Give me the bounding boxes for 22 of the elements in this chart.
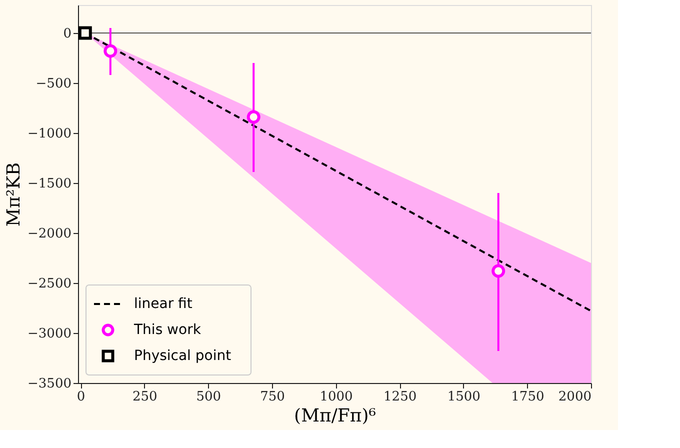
legend-label: linear fit (134, 296, 193, 312)
x-axis-title: (Mπ/Fπ)⁶ (294, 406, 376, 426)
x-tick-label: 1250 (384, 390, 417, 404)
x-tick-label: 250 (132, 390, 158, 404)
x-tick-label: 0 (76, 390, 86, 404)
y-axis-title: Mπ²KB (4, 162, 25, 227)
legend-label: Physical point (134, 348, 232, 364)
y-tick-label: −2500 (28, 276, 72, 292)
y-tick-label: −3500 (28, 376, 72, 392)
y-tick-label: −2000 (28, 226, 72, 242)
x-tick-label: 1500 (447, 390, 480, 404)
y-tick-label: −3000 (28, 326, 72, 342)
y-tick-label: 0 (63, 26, 72, 42)
y-tick-label: −500 (36, 76, 72, 92)
x-tick-label: 2000 (558, 390, 592, 404)
x-tick-label: 1750 (511, 390, 544, 404)
x-tick-label: 750 (260, 390, 285, 404)
legend-label: This work (133, 322, 202, 338)
x-tick-label: 1000 (320, 390, 353, 404)
x-tick-label: 500 (196, 390, 222, 404)
y-tick-label: −1000 (28, 126, 72, 142)
y-tick-label: −1500 (28, 176, 72, 192)
